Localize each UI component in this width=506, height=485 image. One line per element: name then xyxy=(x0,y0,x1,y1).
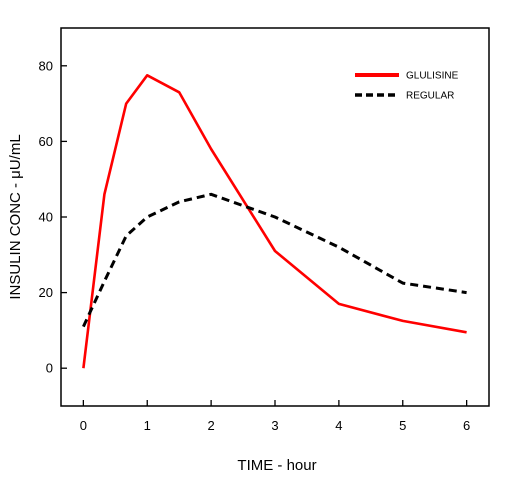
x-tick-label: 4 xyxy=(335,418,342,433)
x-tick-label: 1 xyxy=(144,418,151,433)
legend-label-regular: REGULAR xyxy=(406,91,454,102)
series-layer xyxy=(82,74,467,369)
legend-label-glulisine: GLULISINE xyxy=(406,71,459,82)
legend: GLULISINE REGULAR xyxy=(355,71,459,102)
y-tick-label: 20 xyxy=(39,285,53,300)
series-line-regular xyxy=(82,192,467,328)
y-tick-label: 80 xyxy=(39,58,53,73)
y-tick-label: 0 xyxy=(46,361,53,376)
y-tick-label: 60 xyxy=(39,134,53,149)
series-line-glulisine xyxy=(82,74,467,369)
y-axis-label: INSULIN CONC - μU/mL xyxy=(7,134,24,299)
x-tick-label: 0 xyxy=(80,418,87,433)
x-tick-label: 3 xyxy=(271,418,278,433)
y-axis-ticks: 0 20 40 60 80 xyxy=(39,58,67,376)
x-tick-label: 5 xyxy=(399,418,406,433)
x-axis-ticks: 0 1 2 3 4 5 6 xyxy=(80,400,470,433)
x-axis-label: TIME - hour xyxy=(237,457,316,474)
y-tick-label: 40 xyxy=(39,210,53,225)
x-tick-label: 2 xyxy=(208,418,215,433)
x-tick-label: 6 xyxy=(463,418,470,433)
